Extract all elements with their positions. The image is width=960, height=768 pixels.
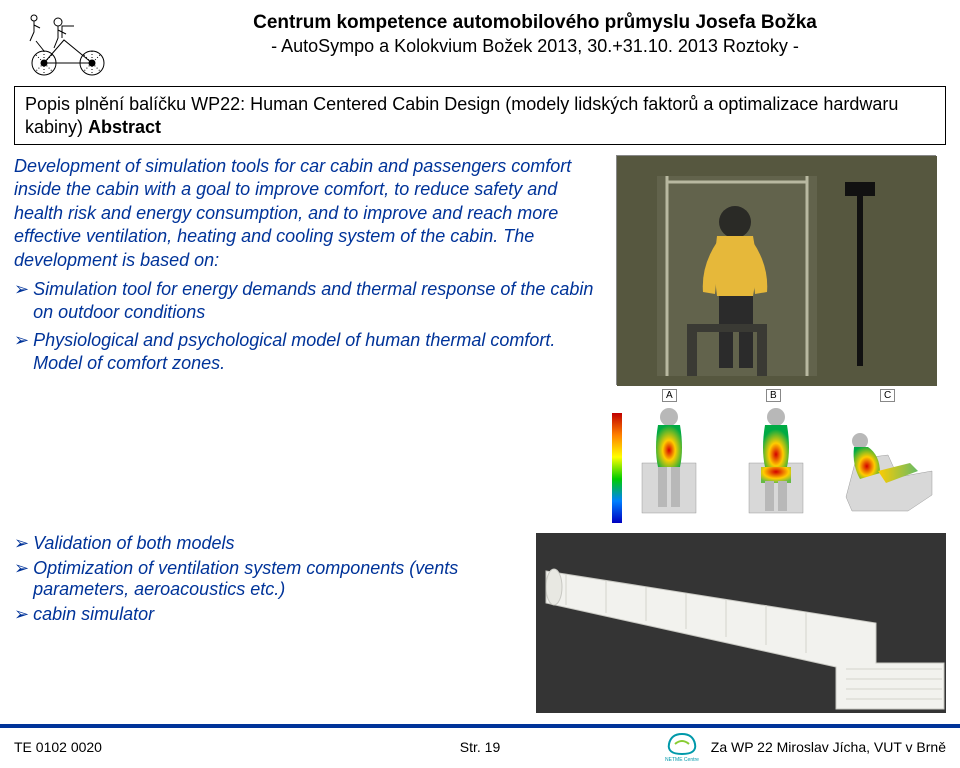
- netme-logo-icon: NETME Centre: [661, 732, 703, 762]
- abstract-label: Abstract: [88, 117, 161, 137]
- title-main: Centrum kompetence automobilového průmys…: [124, 12, 946, 34]
- right-column: A B C: [606, 155, 946, 521]
- thermal-label-a: A: [662, 389, 677, 402]
- thermal-figure-b: [731, 401, 821, 521]
- header: Centrum kompetence automobilového průmys…: [0, 0, 960, 82]
- bullet-arrow-icon: ➢: [14, 533, 29, 554]
- bullet-text: cabin simulator: [33, 604, 154, 625]
- intro-paragraph: Development of simulation tools for car …: [14, 155, 596, 272]
- abstract-box: Popis plnění balíčku WP22: Human Centere…: [14, 86, 946, 145]
- thermal-label-c: C: [880, 389, 895, 402]
- thermal-figure-a: [624, 401, 714, 521]
- lower-block: ➢ Validation of both models ➢ Optimizati…: [0, 521, 960, 713]
- title-sub: - AutoSympo a Kolokvium Božek 2013, 30.+…: [124, 36, 946, 57]
- bullet-arrow-icon: ➢: [14, 558, 29, 600]
- colorbar: [612, 413, 622, 523]
- bullet-arrow-icon: ➢: [14, 329, 29, 376]
- footer-left: TE 0102 0020: [14, 739, 102, 755]
- bullet-arrow-icon: ➢: [14, 604, 29, 625]
- bullet-text: Validation of both models: [33, 533, 234, 554]
- header-titles: Centrum kompetence automobilového průmys…: [124, 8, 946, 57]
- left-column: Development of simulation tools for car …: [14, 155, 596, 521]
- bullet-item: ➢ Validation of both models: [14, 533, 526, 554]
- duct-photo: [536, 533, 946, 713]
- carriage-logo: [14, 8, 124, 78]
- bullet-item: ➢ cabin simulator: [14, 604, 526, 625]
- bullet-item: ➢ Optimization of ventilation system com…: [14, 558, 526, 600]
- footer: TE 0102 0020 Str. 19 NETME Centre Za WP …: [0, 724, 960, 768]
- footer-page: Str. 19: [460, 739, 500, 755]
- bullet-text: Physiological and psychological model of…: [33, 329, 596, 376]
- lower-left: ➢ Validation of both models ➢ Optimizati…: [14, 533, 526, 713]
- bullet-item: ➢ Physiological and psychological model …: [14, 329, 596, 376]
- bullet-text: Simulation tool for energy demands and t…: [33, 278, 596, 325]
- thermal-label-b: B: [766, 389, 781, 402]
- footer-credit: Za WP 22 Miroslav Jícha, VUT v Brně: [711, 739, 946, 755]
- mannequin-photo: [616, 155, 936, 385]
- bullet-item: ➢ Simulation tool for energy demands and…: [14, 278, 596, 325]
- bullet-text: Optimization of ventilation system compo…: [33, 558, 526, 600]
- footer-right: NETME Centre Za WP 22 Miroslav Jícha, VU…: [661, 732, 946, 762]
- thermal-figure-c: [838, 401, 928, 521]
- svg-text:NETME Centre: NETME Centre: [665, 757, 699, 762]
- thermal-figures: A B C: [616, 395, 936, 521]
- main-content: Development of simulation tools for car …: [0, 155, 960, 521]
- bullet-arrow-icon: ➢: [14, 278, 29, 325]
